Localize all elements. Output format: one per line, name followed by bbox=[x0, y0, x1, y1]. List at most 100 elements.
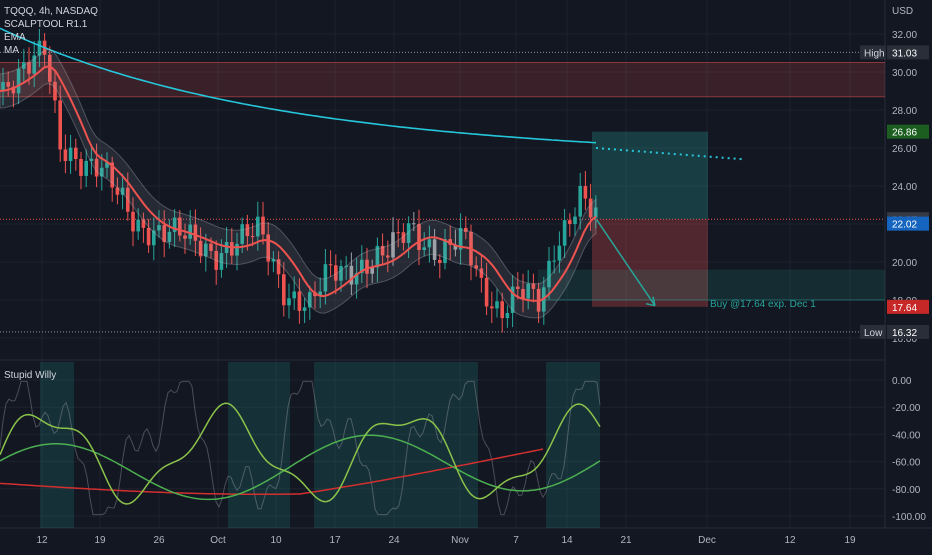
ema-line bbox=[0, 65, 597, 302]
candle-body bbox=[328, 264, 333, 266]
candle bbox=[74, 138, 78, 171]
indicator-label-scalptool: SCALPTOOL R1.1 bbox=[4, 19, 88, 30]
candle bbox=[282, 262, 286, 317]
osc-slow-line bbox=[0, 434, 601, 501]
candle-body bbox=[240, 224, 244, 244]
candle bbox=[521, 273, 525, 313]
time-tick-label: 14 bbox=[561, 535, 573, 546]
candle-body bbox=[412, 223, 416, 225]
candle bbox=[266, 222, 270, 276]
candle bbox=[334, 254, 338, 295]
candle-body bbox=[193, 224, 198, 241]
candle-body bbox=[453, 244, 458, 250]
price-badge-label: High bbox=[864, 48, 885, 59]
price-badge-box bbox=[887, 124, 929, 139]
candle-body bbox=[391, 232, 395, 258]
candle bbox=[100, 154, 104, 191]
candle-body bbox=[224, 242, 229, 254]
price-tick-label: 16.00 bbox=[892, 334, 917, 345]
candle bbox=[131, 197, 135, 247]
time-tick-label: 21 bbox=[620, 535, 632, 546]
indicator-lines bbox=[0, 27, 746, 319]
candle bbox=[126, 172, 130, 221]
candle-body bbox=[152, 230, 156, 246]
price-badge-box bbox=[887, 299, 929, 314]
candle bbox=[68, 134, 73, 174]
candle-body bbox=[360, 259, 364, 274]
candle bbox=[193, 209, 198, 256]
price-tick-label: 24.00 bbox=[892, 182, 917, 193]
candle-body bbox=[318, 291, 322, 297]
candle bbox=[427, 225, 432, 263]
candle bbox=[510, 274, 515, 328]
candle bbox=[490, 291, 494, 324]
candle bbox=[401, 223, 406, 251]
candle bbox=[235, 232, 239, 271]
price-tick-label: 28.00 bbox=[892, 106, 917, 117]
candle-body bbox=[438, 259, 442, 264]
candle bbox=[287, 283, 291, 319]
candle-body bbox=[214, 250, 218, 270]
candle bbox=[89, 144, 94, 175]
candle-body bbox=[68, 147, 73, 162]
candle-body bbox=[58, 100, 62, 150]
osc-highlight-zone bbox=[228, 362, 290, 528]
price-badge-value: 17.64 bbox=[892, 303, 917, 314]
candle bbox=[37, 28, 42, 68]
candle bbox=[526, 270, 530, 310]
candle bbox=[417, 209, 421, 266]
candle-body bbox=[354, 273, 359, 285]
candle-body bbox=[302, 307, 307, 311]
candle bbox=[557, 231, 562, 273]
support-zone bbox=[538, 269, 885, 300]
candle bbox=[292, 276, 296, 311]
candle bbox=[120, 173, 125, 210]
price-badge-box bbox=[887, 45, 929, 60]
chart-title: TQQQ, 4h, NASDAQ bbox=[4, 6, 98, 17]
candle-body bbox=[48, 54, 52, 82]
candle-body bbox=[583, 185, 588, 199]
candle bbox=[391, 217, 395, 266]
price-badge-label-box bbox=[860, 324, 886, 339]
candle-body bbox=[432, 239, 437, 260]
candle-body bbox=[204, 243, 208, 257]
candle-body bbox=[235, 243, 239, 256]
candle bbox=[1, 68, 5, 106]
price-badge-label: Low bbox=[864, 328, 883, 339]
candle-body bbox=[120, 187, 125, 195]
candle-body bbox=[146, 227, 151, 246]
candle bbox=[479, 255, 484, 293]
candle-body bbox=[417, 224, 421, 251]
candle bbox=[152, 217, 156, 261]
candle bbox=[568, 213, 572, 237]
candle-body bbox=[547, 260, 551, 288]
candle-body bbox=[510, 286, 515, 313]
candle-body bbox=[250, 236, 255, 238]
candle bbox=[214, 240, 218, 285]
time-axis: 12 19 26 Oct 10 17 24 Nov 7 14 21 Dec 12 19 bbox=[36, 535, 856, 546]
candle-body bbox=[32, 55, 36, 74]
candle bbox=[16, 58, 21, 104]
time-tick-label: 19 bbox=[844, 535, 856, 546]
candle-body bbox=[552, 260, 556, 262]
candle bbox=[115, 177, 120, 205]
candle-body bbox=[16, 68, 21, 94]
candle bbox=[578, 173, 582, 230]
candle-body bbox=[89, 158, 94, 161]
osc-highlight-zone bbox=[314, 362, 478, 528]
candle-body bbox=[22, 62, 26, 69]
candle-body bbox=[308, 292, 312, 308]
candle bbox=[360, 245, 364, 283]
candle bbox=[562, 208, 567, 259]
candle-body bbox=[386, 255, 390, 258]
candle bbox=[79, 151, 83, 190]
candle-body bbox=[495, 301, 499, 309]
price-axis: 32.0030.0028.0026.0024.0022.0020.0018.00… bbox=[860, 30, 929, 523]
candle bbox=[230, 227, 234, 265]
candle-body bbox=[396, 232, 400, 234]
osc-raw-line bbox=[0, 380, 601, 516]
candle-body bbox=[261, 216, 265, 235]
candle bbox=[22, 48, 26, 83]
